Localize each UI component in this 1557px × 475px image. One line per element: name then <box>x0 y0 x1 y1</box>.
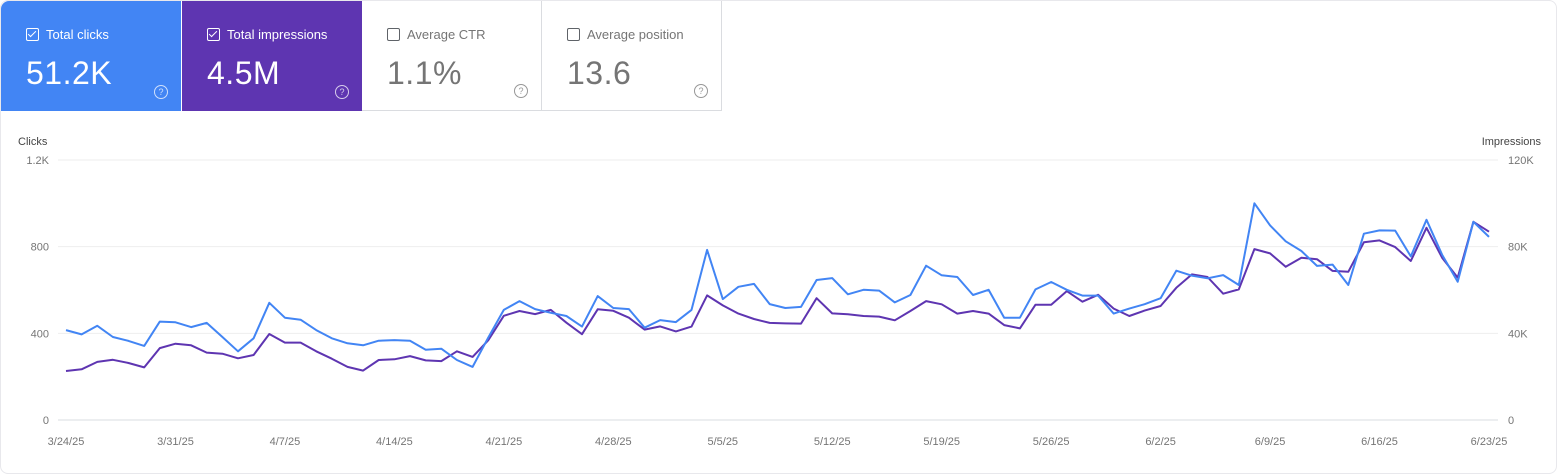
metric-tile-average-ctr[interactable]: Average CTR 1.1% ? <box>362 1 542 111</box>
x-tick-label: 4/21/25 <box>485 436 522 448</box>
metric-label: Average CTR <box>407 26 486 42</box>
metric-value: 1.1% <box>387 55 462 91</box>
metric-tile-average-position[interactable]: Average position 13.6 ? <box>542 1 722 111</box>
help-icon[interactable]: ? <box>335 85 349 99</box>
left-axis-title: Clicks <box>18 136 48 148</box>
x-tick-label: 6/9/25 <box>1255 436 1286 448</box>
help-icon[interactable]: ? <box>694 84 708 98</box>
left-tick-label: 400 <box>31 328 49 340</box>
x-tick-label: 6/2/25 <box>1145 436 1176 448</box>
metric-label: Average position <box>587 26 684 42</box>
x-tick-label: 3/31/25 <box>157 436 194 448</box>
help-icon[interactable]: ? <box>154 85 168 99</box>
help-icon[interactable]: ? <box>514 84 528 98</box>
x-tick-label: 6/16/25 <box>1361 436 1398 448</box>
checkbox-checked-icon[interactable] <box>207 27 220 41</box>
metric-label: Total clicks <box>46 26 109 42</box>
metric-tile-total-impressions[interactable]: Total impressions 4.5M ? <box>182 1 362 111</box>
checkbox-unchecked-icon[interactable] <box>567 27 580 41</box>
metric-tile-total-clicks[interactable]: Total clicks 51.2K ? <box>1 1 181 111</box>
metric-value: 13.6 <box>567 55 632 91</box>
left-tick-label: 800 <box>31 242 49 254</box>
metric-value: 4.5M <box>207 55 281 91</box>
left-tick-label: 0 <box>43 415 49 427</box>
series-line-impressions <box>65 220 1490 372</box>
checkbox-unchecked-icon[interactable] <box>387 27 400 41</box>
x-tick-label: 4/28/25 <box>595 436 632 448</box>
checkbox-checked-icon[interactable] <box>26 27 39 41</box>
x-tick-label: 5/26/25 <box>1033 436 1070 448</box>
x-tick-label: 6/23/25 <box>1471 436 1508 448</box>
right-axis-title: Impressions <box>1481 136 1541 148</box>
x-tick-label: 5/12/25 <box>814 436 851 448</box>
x-tick-label: 3/24/25 <box>48 436 85 448</box>
series-line-clicks <box>65 202 1490 368</box>
right-tick-label: 80K <box>1508 242 1528 254</box>
left-tick-label: 1.2K <box>26 155 49 167</box>
metric-value: 51.2K <box>26 55 113 91</box>
right-tick-label: 40K <box>1508 328 1528 340</box>
x-tick-label: 5/19/25 <box>923 436 960 448</box>
x-tick-label: 5/5/25 <box>707 436 738 448</box>
right-tick-label: 0 <box>1508 415 1514 427</box>
x-tick-label: 4/14/25 <box>376 436 413 448</box>
right-tick-label: 120K <box>1508 155 1534 167</box>
x-tick-label: 4/7/25 <box>270 436 301 448</box>
metric-label: Total impressions <box>227 26 328 42</box>
